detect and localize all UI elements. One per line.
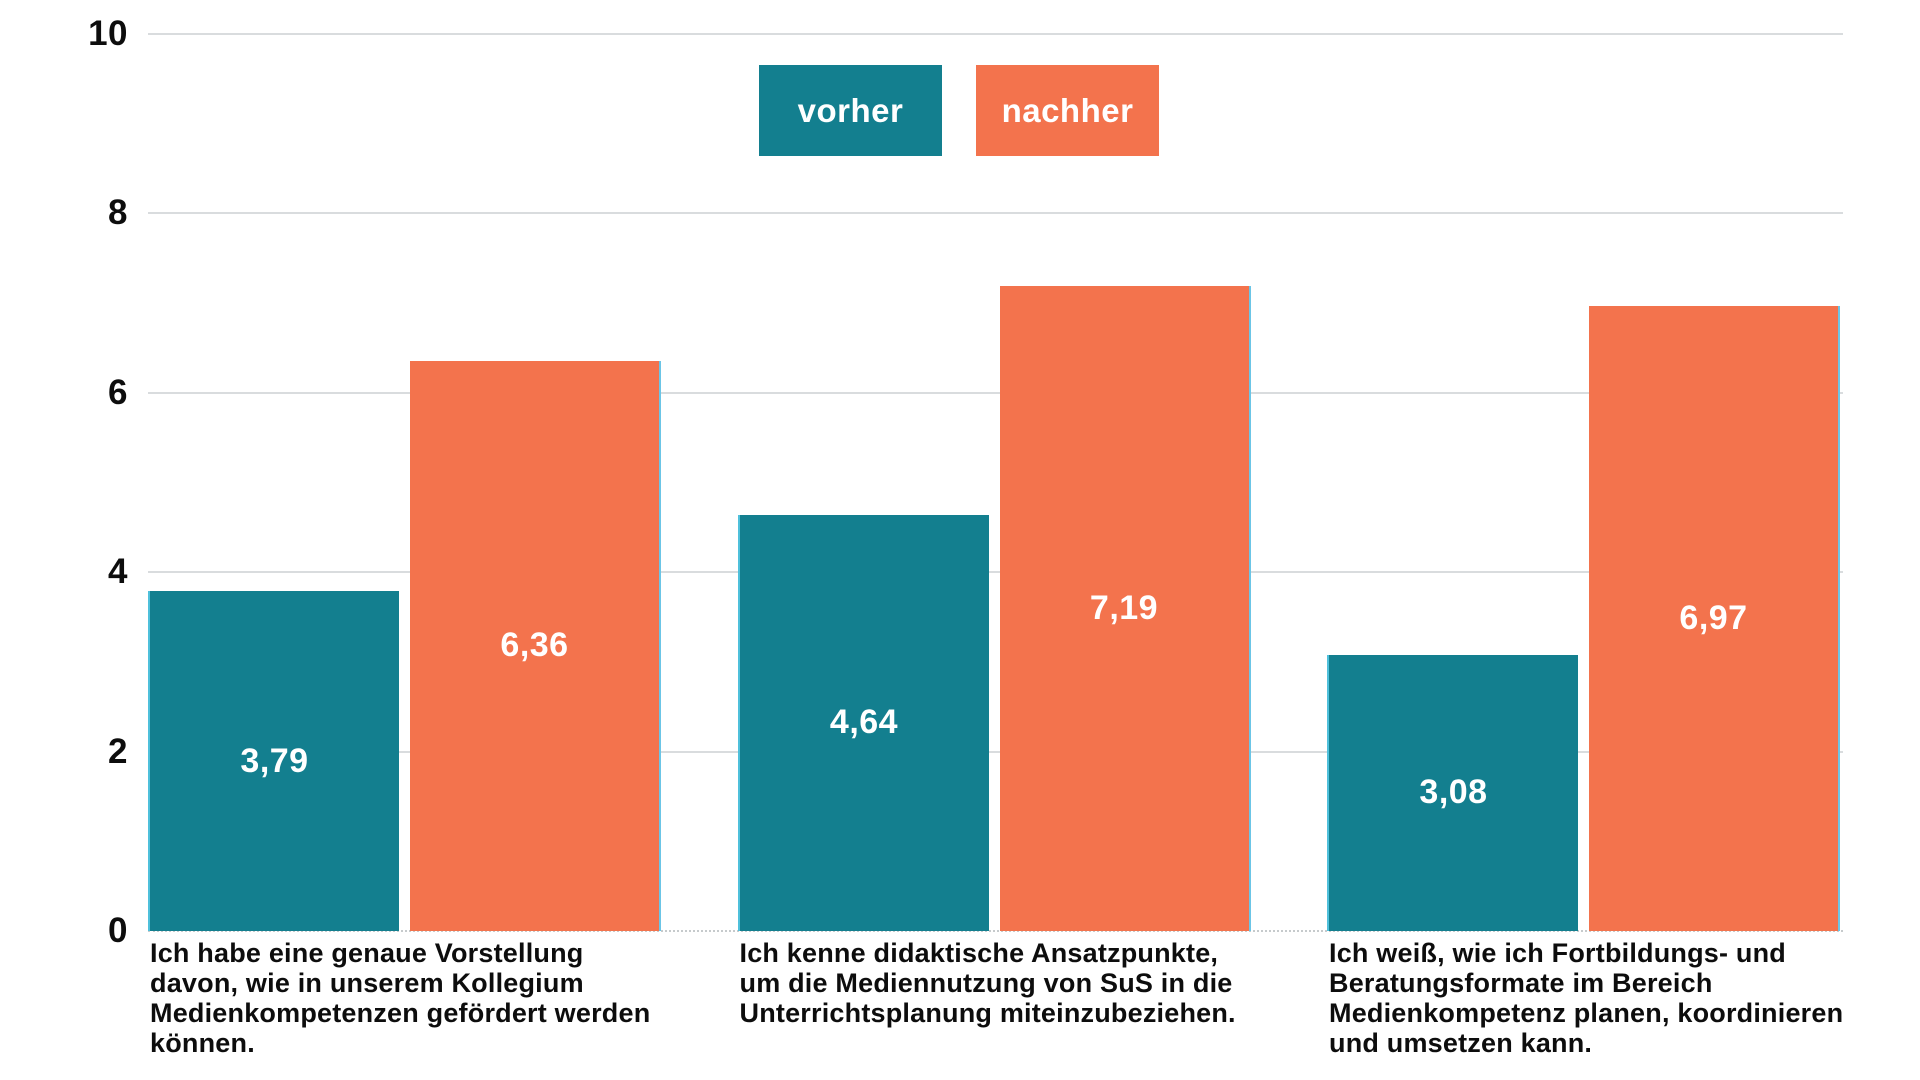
bar-value-label: 7,19 (1089, 589, 1159, 628)
gridline (148, 571, 1843, 574)
gridline (148, 33, 1843, 35)
y-tick-label: 4 (108, 552, 128, 592)
legend-item-nachher: nachher (976, 65, 1159, 156)
bar-value-label: 4,64 (829, 703, 899, 742)
gridline (148, 212, 1843, 215)
bar-value-label: 3,79 (240, 741, 309, 780)
legend-item-vorher: vorher (759, 65, 942, 156)
bar-nachher-2: 7,19 (999, 286, 1251, 931)
y-tick-label: 6 (108, 372, 128, 412)
legend-label-vorher: vorher (797, 91, 904, 129)
legend-label-nachher: nachher (1001, 91, 1134, 129)
y-tick-label: 8 (108, 193, 128, 233)
gridline (148, 750, 1843, 753)
category-label: Ich kenne didaktische Ansatzpunkte, um d… (739, 938, 1236, 1028)
baseline-gridline (148, 930, 1843, 932)
bar-value-label: 6,97 (1679, 598, 1748, 637)
y-tick-label: 0 (108, 911, 128, 950)
bar-vorher-1: 3,79 (148, 591, 399, 931)
bar-value-label: 6,36 (500, 626, 569, 665)
category-label: Ich habe eine genaue Vorstellung davon, … (150, 938, 651, 1058)
bar-value-label: 3,08 (1419, 773, 1488, 812)
category-label: Ich weiß, wie ich Fortbildungs- und Bera… (1329, 938, 1844, 1058)
bar-nachher-1: 6,36 (410, 360, 661, 931)
y-tick-label: 10 (88, 14, 128, 53)
bar-nachher-3: 6,97 (1589, 305, 1840, 931)
y-tick-label: 2 (108, 731, 128, 771)
bar-vorher-2: 4,64 (737, 514, 989, 931)
gridline (148, 391, 1843, 394)
legend: vorher nachher (759, 65, 1159, 156)
bar-vorher-3: 3,08 (1327, 654, 1578, 931)
